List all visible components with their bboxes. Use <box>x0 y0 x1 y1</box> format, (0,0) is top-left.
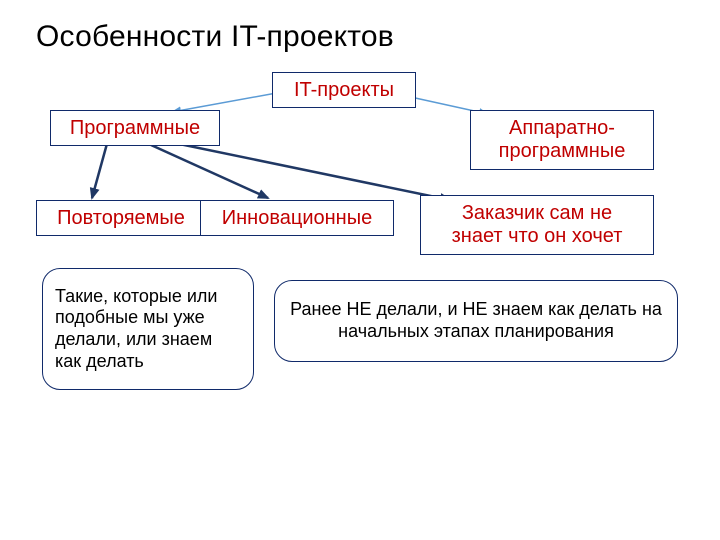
edge-root-to-soft <box>172 92 282 112</box>
node-root: IT-проекты <box>272 72 416 108</box>
diagram-stage: Особенности IT-проектов IT-проекты Прогр… <box>0 0 720 540</box>
note-innovative: Ранее НЕ делали, и НЕ знаем как делать н… <box>274 280 678 362</box>
node-hard-soft: Аппаратно- программные <box>470 110 654 170</box>
note-repeatable: Такие, которые или подобные мы уже делал… <box>42 268 254 390</box>
node-software: Программные <box>50 110 220 146</box>
edge-soft-to-innov <box>140 140 268 198</box>
node-customer-unknown: Заказчик сам не знает что он хочет <box>420 195 654 255</box>
node-repeatable: Повторяемые <box>36 200 206 236</box>
edge-soft-to-customer <box>160 140 450 200</box>
page-title: Особенности IT-проектов <box>36 20 394 54</box>
edge-soft-to-repeat <box>92 140 108 198</box>
node-innovative: Инновационные <box>200 200 394 236</box>
